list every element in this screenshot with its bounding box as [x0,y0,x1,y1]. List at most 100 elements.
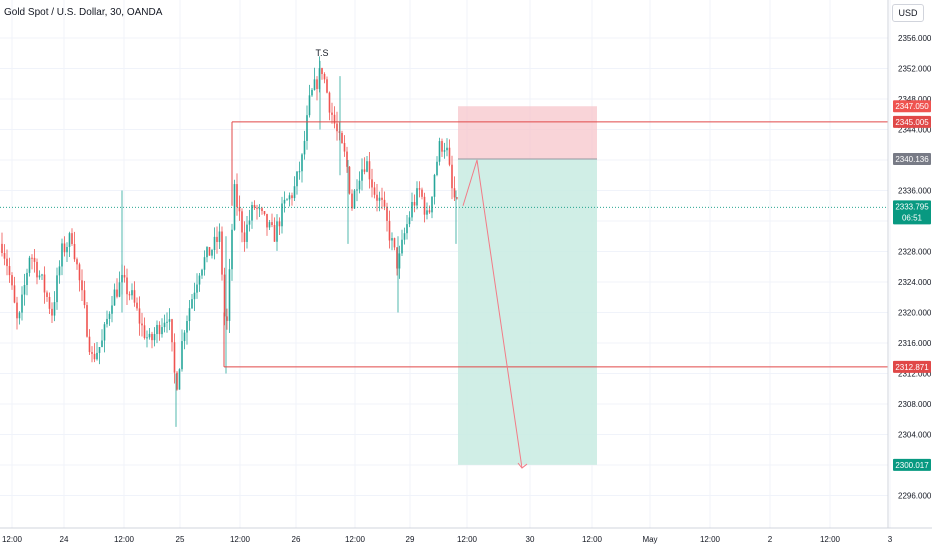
candle-body [196,284,198,293]
time-tick-label: 26 [292,535,301,544]
candle-body [243,232,246,242]
time-axis[interactable]: 12:00 24 12:00 25 12:00 26 12:00 29 12:00 30 12:00… [0,527,932,544]
candle-body [21,294,23,313]
candle-body [328,92,331,113]
candle-body [351,193,353,209]
stop-loss-zone [458,106,597,159]
candle-body [366,161,368,172]
take-profit-zone [458,158,597,465]
candle-body [303,140,306,155]
candle-body [161,327,163,335]
candle-body [3,253,6,259]
candle-body [58,266,61,276]
candle-body [273,225,276,242]
candle-body [181,341,183,370]
candle-body [301,154,303,172]
candle-body [13,285,16,303]
candle-body [188,308,191,322]
candle-body [176,372,178,390]
level-lines [0,121,888,368]
candle-body [126,277,128,295]
candle-body [33,257,36,262]
candle-body [1,243,3,254]
countdown-label: 06:51 [902,213,923,222]
candle-body [376,194,378,201]
candle-body [103,324,106,341]
candle-body [341,132,343,144]
candle-body [51,308,53,316]
currency-button[interactable]: USD [892,4,924,22]
candle-body [213,236,216,251]
candle-body [223,274,226,317]
candle-body [433,174,436,197]
time-tick-label: 2 [768,535,773,544]
candle-body [278,221,281,227]
candle-body [198,275,201,285]
candle-body [248,220,251,225]
candle-body [398,253,401,269]
candle-body [36,261,38,278]
candle-body [221,231,223,275]
price-tick-label: 2344.000 [898,126,932,135]
price-axis[interactable]: 2356.0002352.0002348.0002344.0002340.000… [887,0,932,528]
candle-body [206,247,208,258]
candle-body [211,250,213,256]
time-tick-label: 12:00 [820,535,841,544]
candle-body [88,336,91,353]
candle-body [338,131,341,133]
candle-body [403,233,406,240]
price-label-bg [893,152,931,165]
candle-body [151,333,153,341]
candle-body [448,147,451,165]
time-tick-label: 30 [526,535,535,544]
price-tick-label: 2316.000 [898,339,932,348]
candle-body [168,319,171,322]
candle-body [28,257,31,273]
candle-body [163,322,166,328]
candle-body [166,321,168,323]
chart-grid [0,0,891,528]
candle-body [136,302,138,309]
time-tick-label: 3 [888,535,893,544]
projection-arrow [462,159,528,469]
candle-body [73,243,76,260]
candle-body [31,257,33,259]
time-tick-label: 12:00 [457,535,478,544]
candle-body [331,112,333,115]
price-tick-label: 2296.000 [898,492,932,501]
candle-body [288,195,291,200]
candle-body [53,302,56,316]
candle-body [193,292,196,300]
price-label-stop: 2347.050 [895,102,929,111]
candle-body [311,89,313,96]
candle-body [358,180,361,190]
candle-body [81,280,83,291]
candle-body [441,141,443,152]
candle-body [178,369,181,390]
time-tick-label: 12:00 [2,535,23,544]
price-tick-label: 2304.000 [898,431,932,440]
candle-body [141,323,143,326]
candle-body [348,166,351,194]
candle-body [186,321,188,333]
candle-body [396,247,398,269]
candle-body [11,275,13,286]
candle-body [116,289,118,297]
candle-body [106,318,108,325]
candle-body [98,347,101,353]
candle-body [6,258,8,267]
candle-body [353,190,356,209]
candle-body [96,352,98,360]
candle-body [368,161,371,180]
candle-body [296,171,298,187]
candle-body [263,211,266,215]
pattern-annotation: T.S [315,48,328,58]
candle-body [138,308,141,324]
candle-body [356,189,358,191]
candle-body [101,340,103,348]
price-label-bg [893,458,931,471]
candle-body [113,289,116,306]
price-labels: 2347.050 2345.005 2340.136 2333.795 06:51 231… [893,100,931,471]
price-tick-label: 2324.000 [898,278,932,287]
